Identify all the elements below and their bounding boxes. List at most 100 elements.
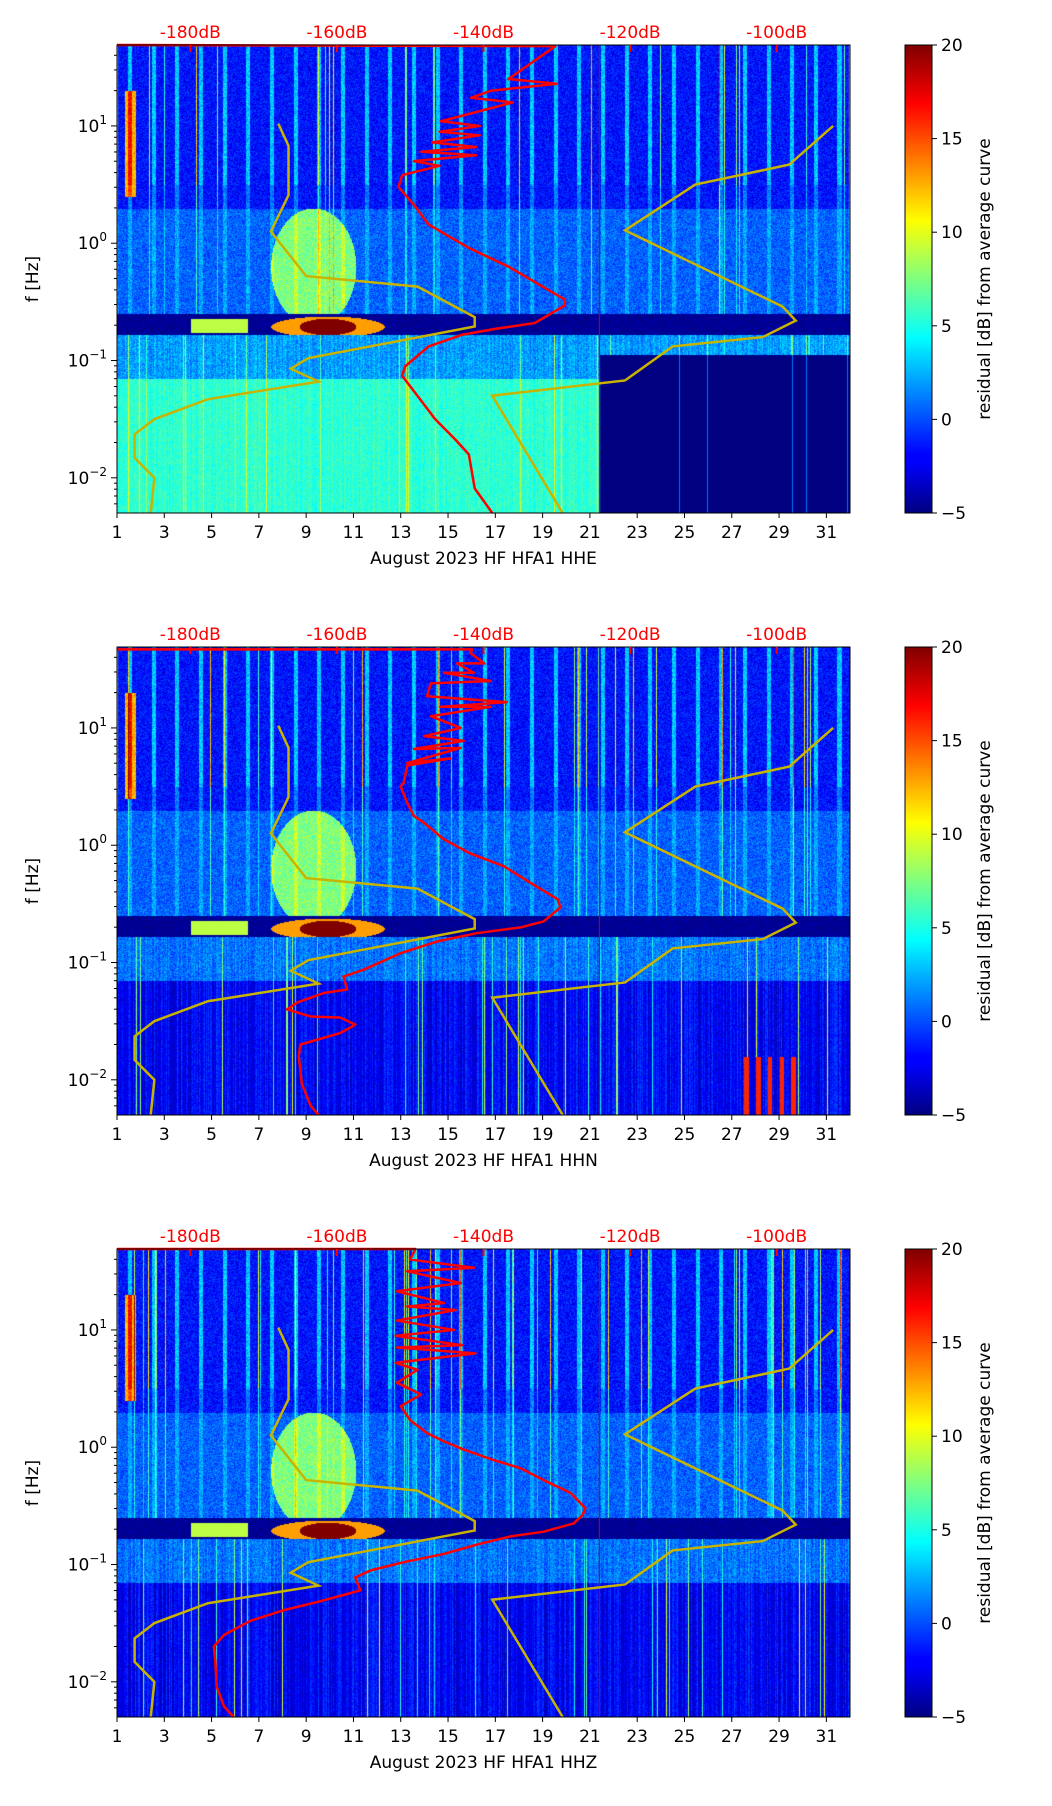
y-tick-label: 101 bbox=[78, 113, 107, 137]
x-tick-label: 7 bbox=[253, 523, 264, 543]
x-tick-label: 31 bbox=[816, 1727, 838, 1747]
db-tick-label: -100dB bbox=[746, 1227, 807, 1247]
db-tick-label: -160dB bbox=[306, 23, 367, 43]
x-tick-label: 25 bbox=[674, 1727, 696, 1747]
x-tick-label: 21 bbox=[579, 1727, 601, 1747]
colorbar-tick-label: 20 bbox=[941, 1240, 963, 1260]
db-tick-label: -100dB bbox=[746, 625, 807, 645]
x-tick-label: 11 bbox=[343, 1727, 365, 1747]
x-tick-label: 29 bbox=[768, 1125, 790, 1145]
y-tick-label: 10−2 bbox=[68, 465, 107, 489]
noise-model-low-line bbox=[133, 725, 476, 1116]
x-tick-label: 17 bbox=[485, 523, 507, 543]
x-tick-label: 17 bbox=[485, 1727, 507, 1747]
x-tick-label: 3 bbox=[159, 523, 170, 543]
x-tick-label: 25 bbox=[674, 523, 696, 543]
y-tick-label: 10−2 bbox=[68, 1669, 107, 1693]
x-tick-label: 7 bbox=[253, 1125, 264, 1145]
x-tick-label: 23 bbox=[626, 523, 648, 543]
colorbar-tick-label: 5 bbox=[941, 1521, 952, 1541]
x-tick-label: 3 bbox=[159, 1125, 170, 1145]
plot-frame bbox=[116, 44, 851, 514]
y-tick-label: 100 bbox=[78, 230, 107, 254]
colorbar bbox=[904, 646, 933, 1116]
x-tick-label: 9 bbox=[301, 523, 312, 543]
y-tick-label: 10−2 bbox=[68, 1067, 107, 1091]
y-tick-label: 100 bbox=[78, 1434, 107, 1458]
db-tick-label: -180dB bbox=[160, 625, 221, 645]
x-tick-label: 21 bbox=[579, 1125, 601, 1145]
x-tick-label: 27 bbox=[721, 1125, 743, 1145]
noise-model-low-line bbox=[133, 123, 476, 514]
colorbar-tick-label: 10 bbox=[941, 1427, 963, 1447]
x-tick-label: 9 bbox=[301, 1125, 312, 1145]
psd-line bbox=[117, 1247, 587, 1718]
x-tick-label: 29 bbox=[768, 1727, 790, 1747]
db-tick-label: -180dB bbox=[160, 23, 221, 43]
y-tick-label: 10−1 bbox=[68, 950, 107, 974]
x-tick-label: 15 bbox=[437, 523, 459, 543]
x-tick-label: 15 bbox=[437, 1125, 459, 1145]
x-tick-label: 1 bbox=[112, 1727, 123, 1747]
db-tick-label: -120dB bbox=[600, 625, 661, 645]
x-tick-label: 25 bbox=[674, 1125, 696, 1145]
y-tick-label: 100 bbox=[78, 832, 107, 856]
plot-frame bbox=[116, 646, 851, 1116]
colorbar-tick-label: −5 bbox=[941, 1106, 966, 1126]
colorbar-tick-label: 20 bbox=[941, 36, 963, 56]
plot-frame bbox=[116, 1248, 851, 1718]
colorbar-tick-label: 10 bbox=[941, 825, 963, 845]
x-tick-label: 3 bbox=[159, 1727, 170, 1747]
db-tick-label: -160dB bbox=[306, 625, 367, 645]
colorbar bbox=[904, 1248, 933, 1718]
x-axis-label: August 2023 HF HFA1 HHN bbox=[369, 1151, 598, 1171]
colorbar-tick-label: 15 bbox=[941, 130, 963, 150]
noise-model-high-line bbox=[490, 124, 834, 514]
x-tick-label: 1 bbox=[112, 1125, 123, 1145]
colorbar-tick-label: 15 bbox=[941, 732, 963, 752]
colorbar-tick-label: 0 bbox=[941, 1012, 952, 1032]
psd-line bbox=[116, 43, 567, 514]
colorbar-label: residual [dB] from average curve bbox=[975, 740, 995, 1021]
y-axis-label: f [Hz] bbox=[23, 1460, 43, 1506]
psd-line bbox=[117, 648, 562, 1116]
x-tick-label: 13 bbox=[390, 1125, 412, 1145]
colorbar-tick-label: 10 bbox=[941, 223, 963, 243]
x-tick-label: 1 bbox=[112, 523, 123, 543]
colorbar bbox=[904, 44, 933, 514]
colorbar-tick-label: 15 bbox=[941, 1334, 963, 1354]
db-tick-label: -100dB bbox=[746, 23, 807, 43]
x-tick-label: 9 bbox=[301, 1727, 312, 1747]
y-tick-label: 101 bbox=[78, 715, 107, 739]
x-tick-label: 19 bbox=[532, 1727, 554, 1747]
x-tick-label: 19 bbox=[532, 1125, 554, 1145]
x-tick-label: 23 bbox=[626, 1727, 648, 1747]
x-axis-label: August 2023 HF HFA1 HHE bbox=[370, 549, 597, 569]
x-tick-label: 7 bbox=[253, 1727, 264, 1747]
y-tick-label: 101 bbox=[78, 1317, 107, 1341]
db-tick-label: -140dB bbox=[453, 1227, 514, 1247]
x-tick-label: 31 bbox=[816, 523, 838, 543]
x-tick-label: 13 bbox=[390, 1727, 412, 1747]
x-axis-label: August 2023 HF HFA1 HHZ bbox=[370, 1753, 598, 1773]
y-axis-label: f [Hz] bbox=[23, 858, 43, 904]
noise-model-low-line bbox=[133, 1327, 476, 1718]
x-tick-label: 21 bbox=[579, 523, 601, 543]
colorbar-tick-label: 20 bbox=[941, 638, 963, 658]
colorbar-tick-label: 5 bbox=[941, 919, 952, 939]
y-axis-label: f [Hz] bbox=[23, 256, 43, 302]
colorbar-tick-label: 0 bbox=[941, 410, 952, 430]
db-tick-label: -120dB bbox=[600, 23, 661, 43]
db-tick-label: -140dB bbox=[453, 23, 514, 43]
y-tick-label: 10−1 bbox=[68, 348, 107, 372]
x-tick-label: 5 bbox=[206, 1727, 217, 1747]
colorbar-tick-label: 5 bbox=[941, 317, 952, 337]
x-tick-label: 5 bbox=[206, 1125, 217, 1145]
x-tick-label: 11 bbox=[343, 1125, 365, 1145]
x-tick-label: 31 bbox=[816, 1125, 838, 1145]
x-tick-label: 15 bbox=[437, 1727, 459, 1747]
